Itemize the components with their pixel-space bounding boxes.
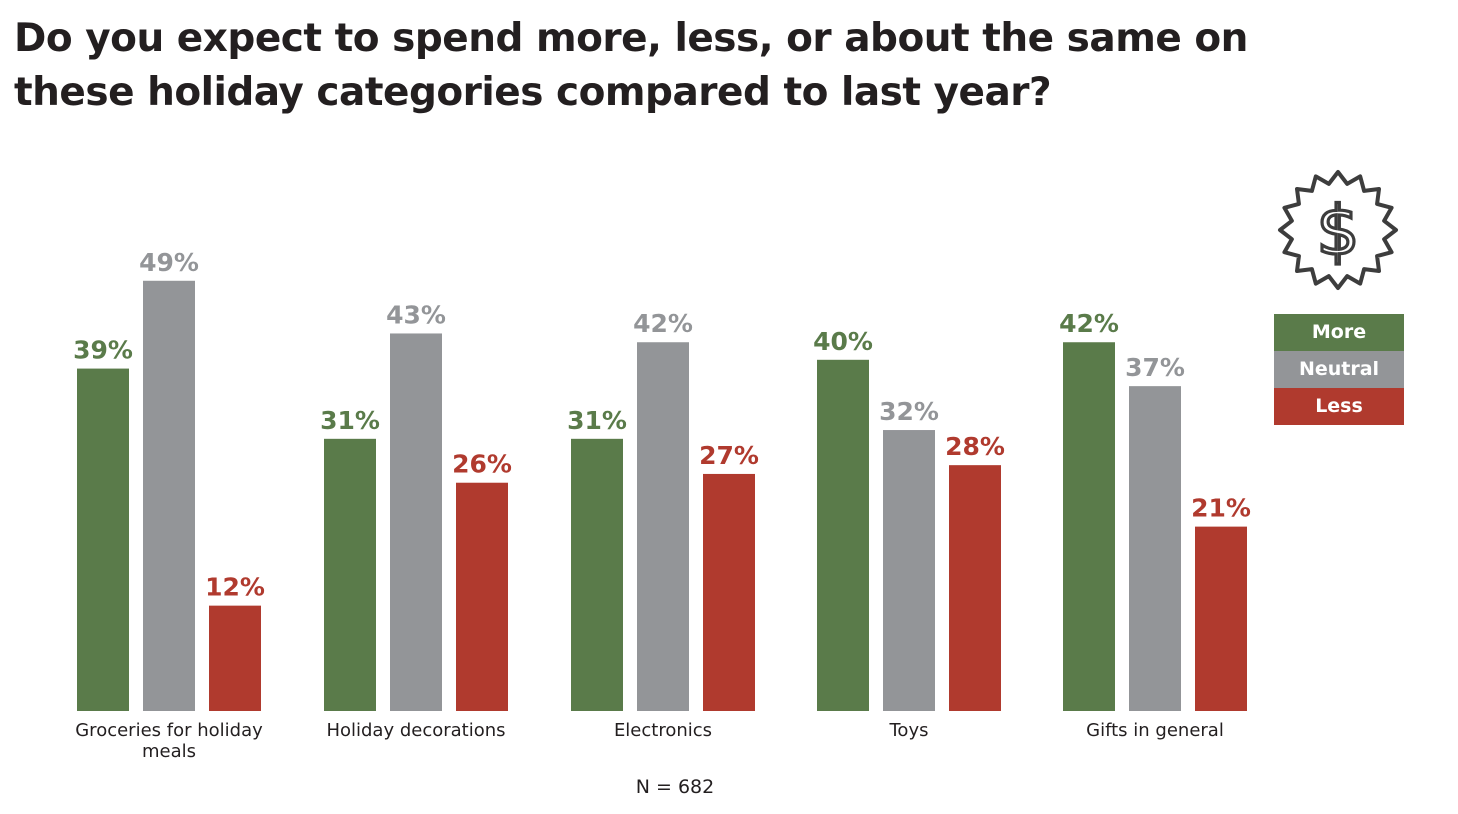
chart-title: Do you expect to spend more, less, or ab…: [14, 16, 1248, 115]
category-label-4: Gifts in general: [1086, 720, 1224, 741]
bar-more-0: [77, 368, 129, 711]
category-label-1: Holiday decorations: [326, 720, 505, 741]
data-label-less-1: 26%: [452, 450, 512, 479]
data-label-more-3: 40%: [813, 327, 873, 356]
bar-less-3: [949, 465, 1001, 711]
data-label-more-2: 31%: [567, 406, 627, 435]
data-label-neutral-1: 43%: [386, 300, 446, 329]
data-label-more-1: 31%: [320, 406, 380, 435]
bar-neutral-2: [637, 342, 689, 711]
data-label-less-3: 28%: [945, 432, 1005, 461]
data-label-neutral-2: 42%: [633, 309, 693, 338]
category-label-2: Electronics: [614, 720, 712, 741]
bar-more-3: [817, 359, 869, 711]
data-label-more-0: 39%: [73, 336, 133, 365]
data-label-less-4: 21%: [1191, 494, 1251, 523]
bar-less-4: [1195, 526, 1247, 711]
bar-more-4: [1063, 342, 1115, 711]
bar-neutral-1: [390, 333, 442, 711]
bar-neutral-0: [143, 280, 195, 711]
bar-more-2: [571, 438, 623, 711]
category-label-3: Toys: [889, 720, 929, 741]
legend: More Neutral Less: [1274, 314, 1404, 425]
bar-less-0: [209, 605, 261, 711]
bar-neutral-3: [883, 430, 935, 711]
svg-text:$: $: [1316, 192, 1359, 271]
bar-neutral-4: [1129, 386, 1181, 711]
bar-more-1: [324, 438, 376, 711]
data-label-neutral-3: 32%: [879, 397, 939, 426]
data-label-less-0: 12%: [205, 573, 265, 602]
data-label-less-2: 27%: [699, 441, 759, 470]
bar-less-2: [703, 473, 755, 711]
category-label-0: meals: [142, 741, 196, 762]
legend-item-more: More: [1274, 314, 1404, 351]
legend-item-neutral: Neutral: [1274, 351, 1404, 388]
bar-less-1: [456, 482, 508, 711]
dollar-badge-icon: $: [1278, 170, 1398, 290]
data-label-neutral-4: 37%: [1125, 353, 1185, 382]
data-label-neutral-0: 49%: [139, 248, 199, 277]
category-label-0: Groceries for holiday: [75, 720, 263, 741]
sample-size-note: N = 682: [635, 776, 715, 798]
legend-item-less: Less: [1274, 388, 1404, 425]
data-label-more-4: 42%: [1059, 309, 1119, 338]
